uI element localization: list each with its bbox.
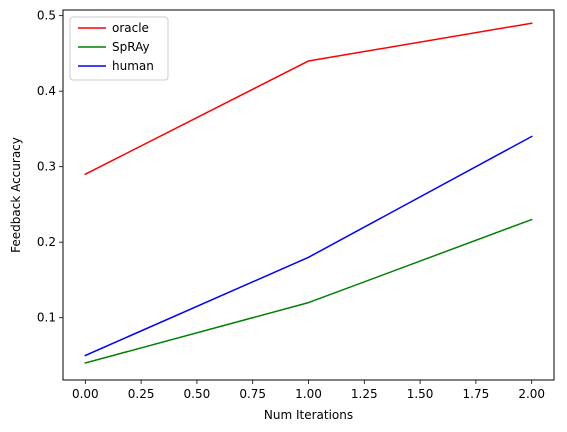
legend-box: [69, 16, 169, 81]
y-tick-label: 0.5: [37, 9, 56, 23]
x-axis-ticks: 0.00 0.25 0.50 0.75 1.00 1.25 1.50 1.75 2.00: [72, 380, 545, 401]
x-tick-label: 0.25: [128, 387, 155, 401]
legend: oracle SpRAy human: [69, 16, 169, 81]
x-tick-label: 1.75: [463, 387, 490, 401]
y-axis-ticks: 0.1 0.2 0.3 0.4 0.5: [37, 9, 63, 325]
series-line-oracle: [84, 22, 533, 176]
x-tick-label: 2.00: [518, 387, 545, 401]
y-axis-label: Feedback Accuracy: [9, 137, 23, 253]
y-tick-label: 0.2: [37, 235, 56, 249]
y-tick-label: 0.4: [37, 84, 56, 98]
legend-label-human: human: [112, 59, 154, 73]
series-line-spray: [84, 218, 533, 364]
y-tick-label: 0.3: [37, 160, 56, 174]
x-tick-label: 1.50: [407, 387, 434, 401]
x-tick-label: 1.00: [295, 387, 322, 401]
legend-label-spray: SpRAy: [112, 40, 150, 54]
series-line-human: [84, 135, 533, 357]
x-tick-label: 0.75: [239, 387, 266, 401]
legend-label-oracle: oracle: [112, 21, 149, 35]
x-tick-label: 0.50: [184, 387, 211, 401]
x-tick-label: 1.25: [351, 387, 378, 401]
plot-lines: [84, 22, 533, 364]
y-tick-label: 0.1: [37, 311, 56, 325]
x-tick-label: 0.00: [72, 387, 99, 401]
x-axis-label: Num Iterations: [264, 408, 353, 422]
